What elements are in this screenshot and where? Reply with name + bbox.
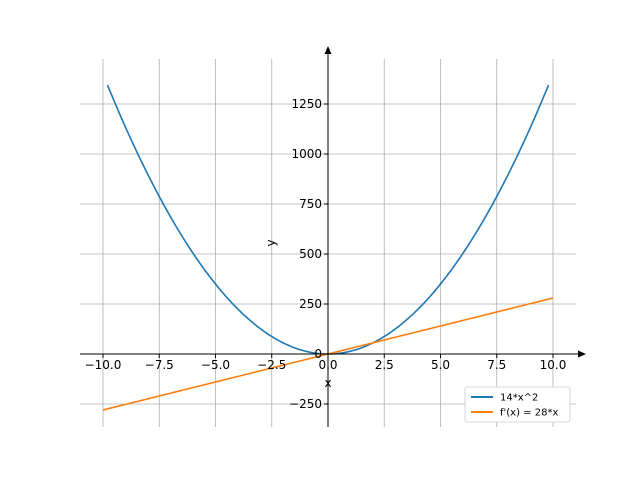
x-tick-label: 5.0: [431, 358, 450, 372]
y-tick-label: −250: [289, 397, 322, 411]
x-tick-label: 0.0: [318, 358, 337, 372]
y-tick-label: 250: [299, 297, 322, 311]
ticks: −10.0 −7.5 −5.0 −2.5 0.0 2.5 5.0 7.5 10.0 −250 0 25…: [85, 97, 567, 411]
y-tick-label: 0: [314, 347, 322, 361]
x-tick-label: 10.0: [540, 358, 567, 372]
y-tick-label: 750: [299, 197, 322, 211]
legend-label-0: 14*x^2: [500, 393, 538, 404]
y-tick-label: 1250: [291, 97, 322, 111]
y-axis-arrow-icon: [324, 46, 332, 54]
y-tick-label: 1000: [291, 147, 322, 161]
x-tick-label: −10.0: [85, 358, 122, 372]
x-tick-label: −5.0: [201, 358, 230, 372]
legend: 14*x^2 f'(x) = 28*x: [464, 386, 571, 423]
x-tick-label: 2.5: [375, 358, 394, 372]
legend-frame: [464, 386, 571, 423]
x-axis-arrow-icon: [578, 350, 586, 358]
x-tick-label: −7.5: [145, 358, 174, 372]
x-tick-label: 7.5: [487, 358, 506, 372]
y-axis-label: y: [264, 239, 278, 246]
legend-label-1: f'(x) = 28*x: [500, 408, 558, 419]
y-tick-label: 500: [299, 247, 322, 261]
x-axis-label: x: [324, 376, 331, 390]
x-tick-label: −2.5: [257, 358, 286, 372]
